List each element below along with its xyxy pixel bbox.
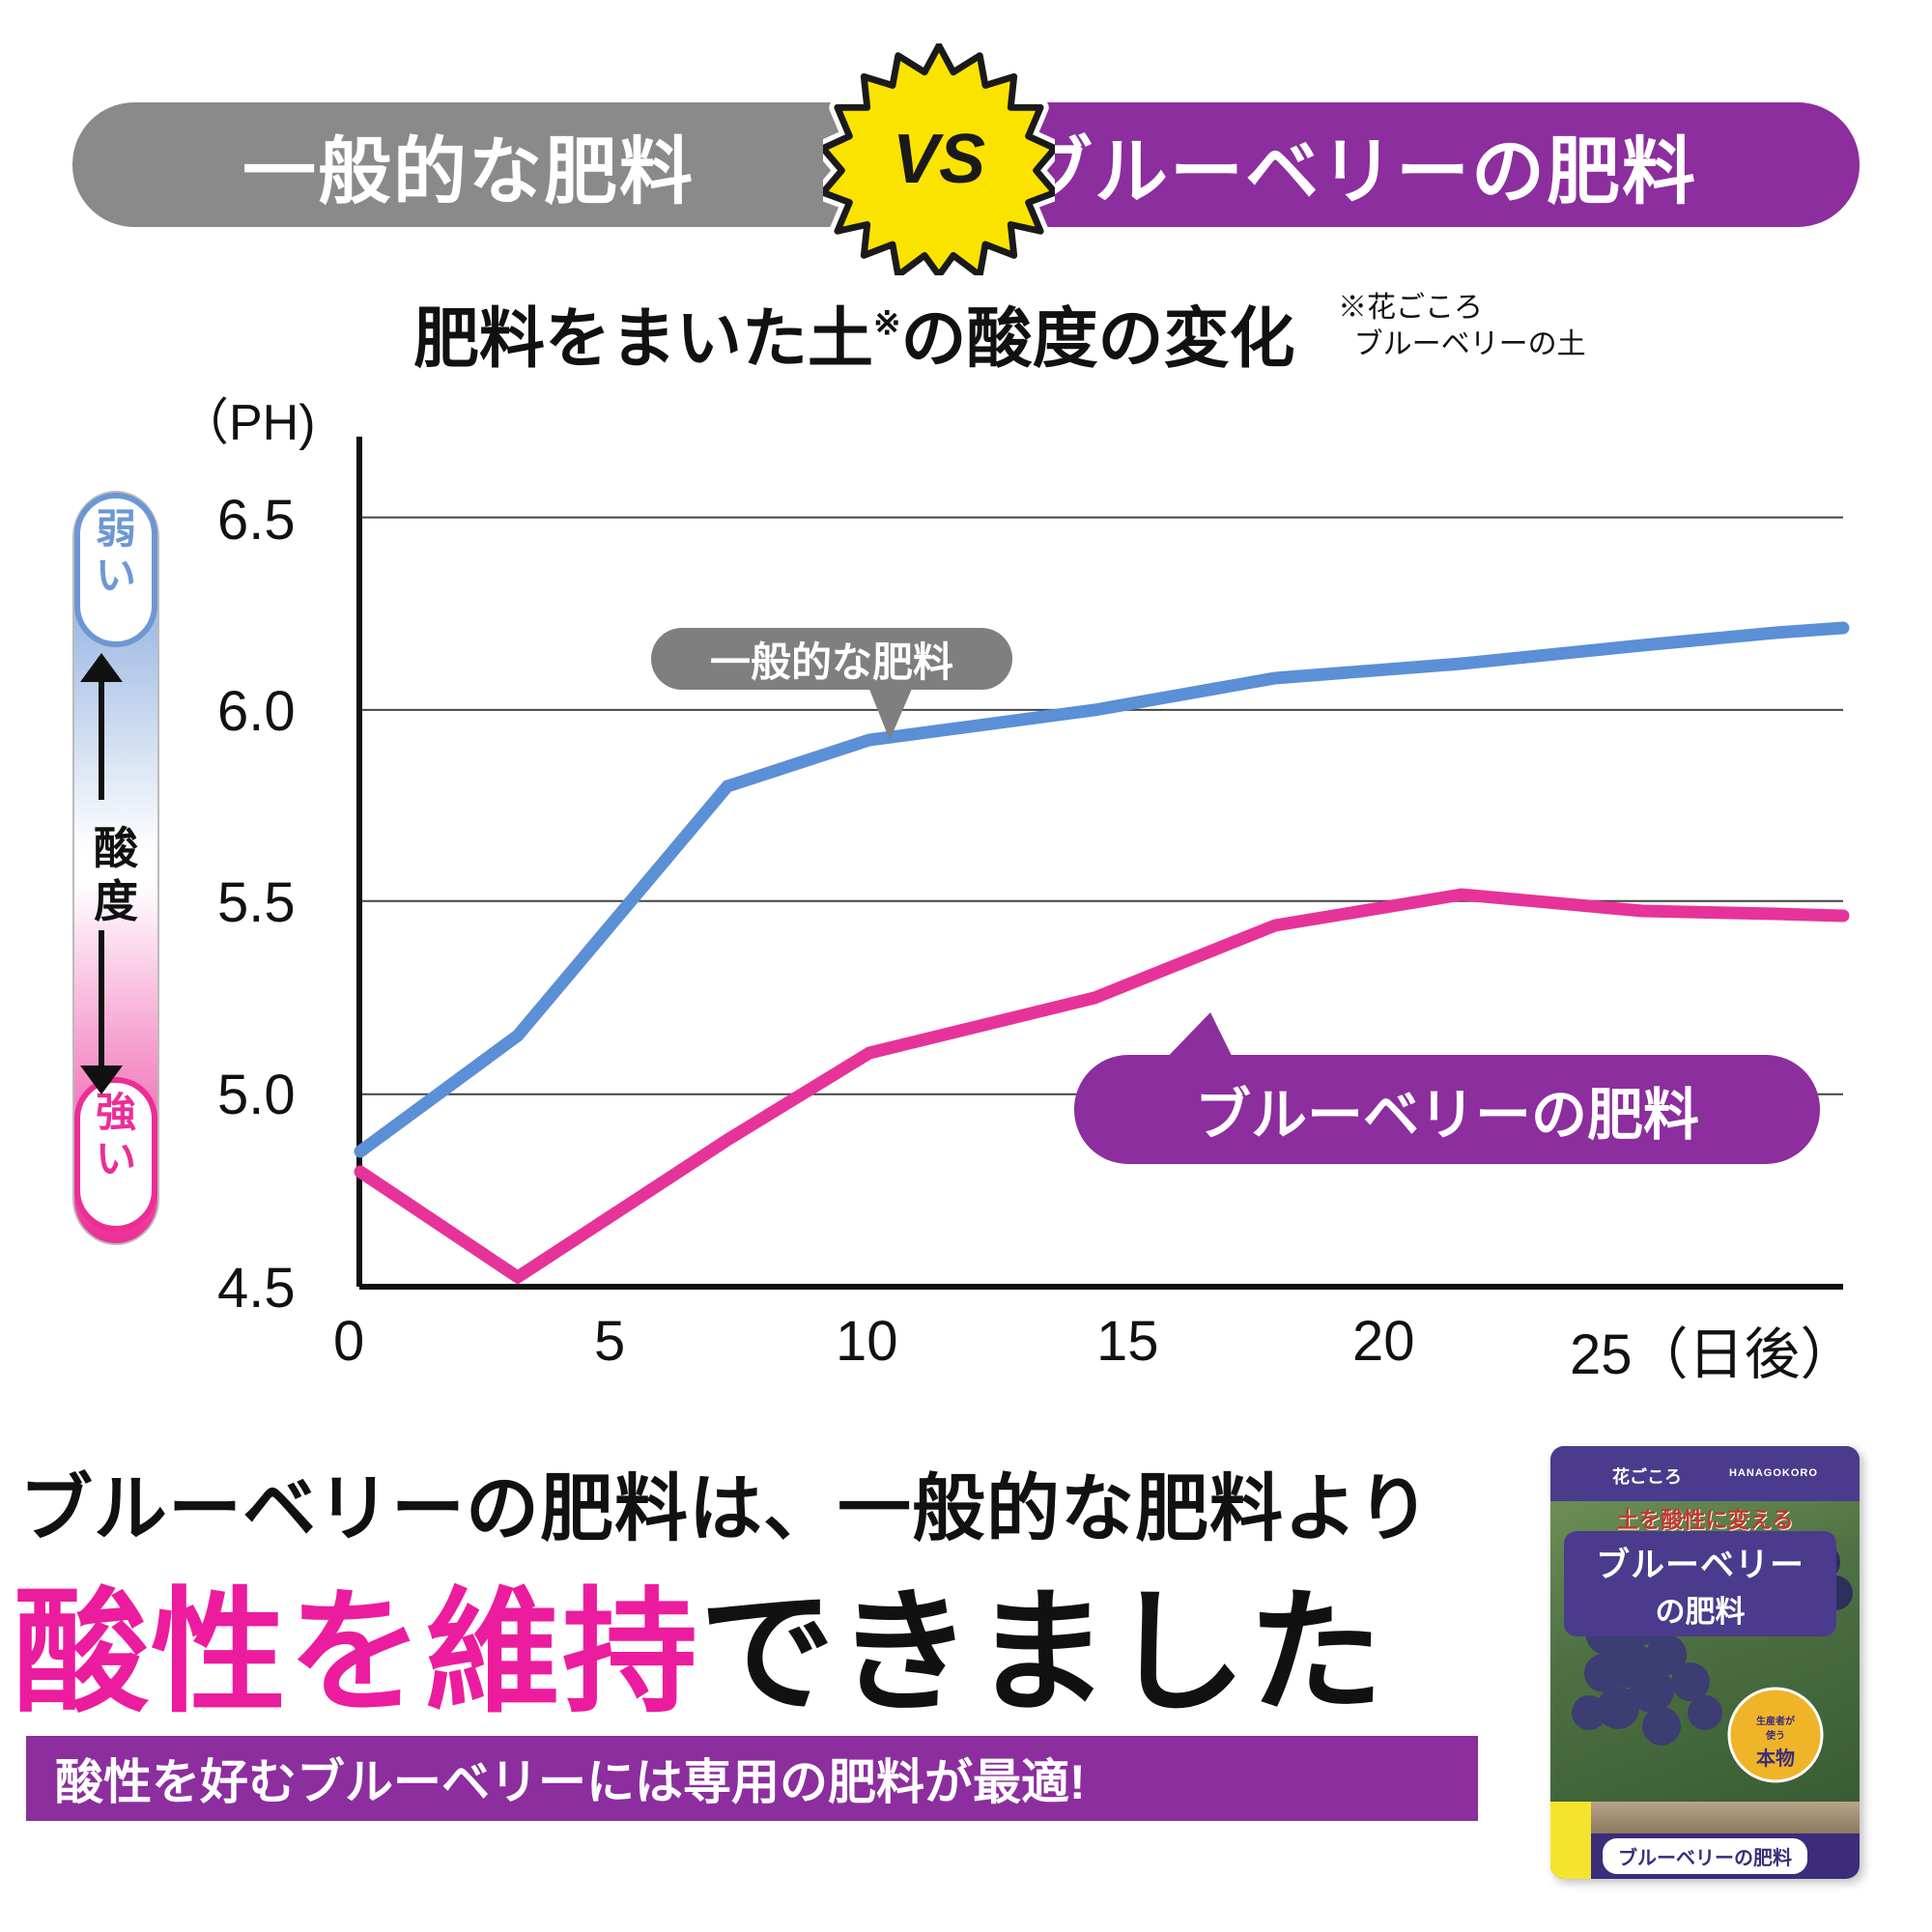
svg-text:生産者が: 生産者が [1756,1715,1796,1727]
svg-text:本物: 本物 [1756,1747,1795,1770]
svg-text:使う: 使う [1765,1729,1785,1742]
